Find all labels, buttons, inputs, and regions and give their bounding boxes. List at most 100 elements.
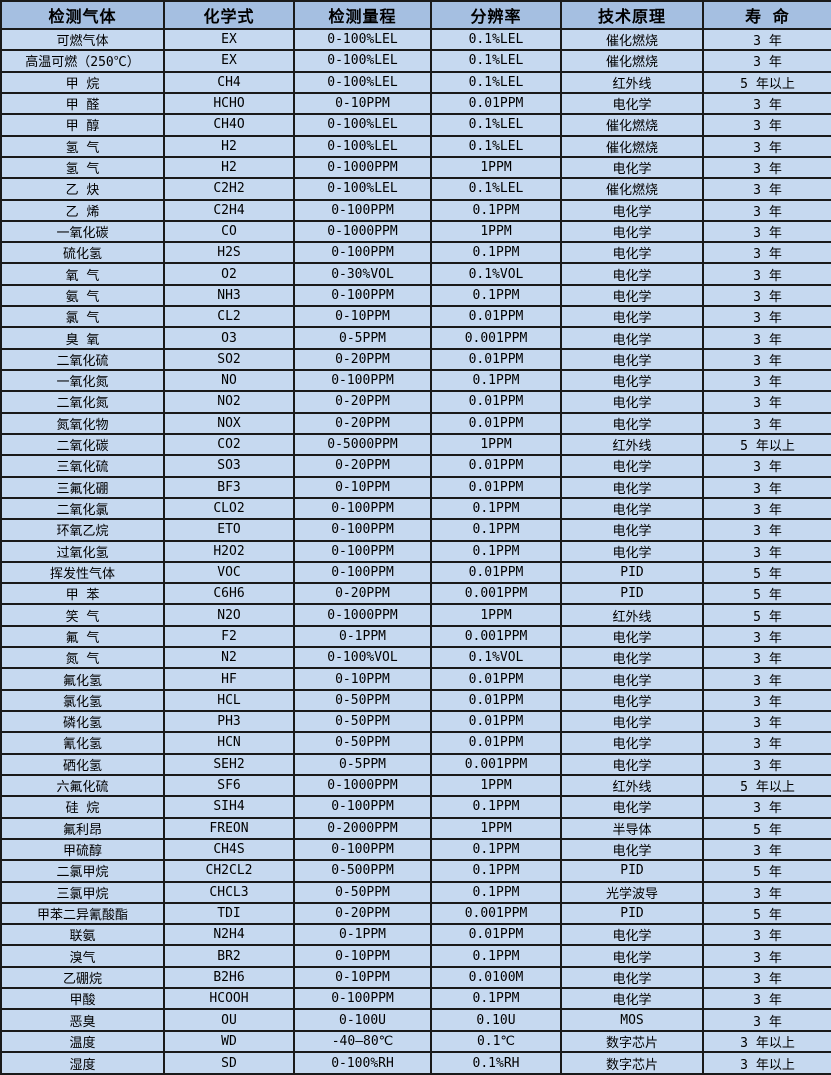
table-row: 氮 气 N2 0-100%VOL 0.1%VOL 电化学 3 年 (0, 646, 831, 670)
cell-range: 0-1000PPM (293, 219, 432, 244)
cell-gas: 硅 烷 (0, 795, 165, 819)
cell-principle: 电化学 (560, 91, 704, 116)
cell-range: 0-5000PPM (293, 432, 432, 457)
table-row: 环氧乙烷 ETO 0-100PPM 0.1PPM 电化学 3 年 (0, 518, 831, 542)
cell-range: 0-500PPM (293, 859, 432, 883)
cell-resolution: 0.001PPM (430, 326, 562, 350)
cell-resolution: 0.01PPM (430, 347, 562, 372)
cell-principle: 电化学 (560, 709, 704, 734)
cell-resolution: 0.01PPM (430, 390, 562, 414)
cell-life: 5 年 (702, 582, 831, 606)
cell-formula: F2 (163, 624, 295, 649)
cell-formula: CH4O (163, 113, 295, 137)
cell-gas: 甲苯二异氰酸酯 (0, 901, 165, 926)
table-row: 一氧化氮 NO 0-100PPM 0.1PPM 电化学 3 年 (0, 368, 831, 393)
table-row: 二氯甲烷 CH2CL2 0-500PPM 0.1PPM PID 5 年 (0, 859, 831, 883)
table-row: 三氧化硫 SO3 0-20PPM 0.01PPM 电化学 3 年 (0, 454, 831, 478)
cell-principle: 电化学 (560, 262, 704, 286)
cell-range: 0-100U (293, 1008, 432, 1032)
cell-life: 3 年以上 (702, 1051, 831, 1075)
cell-resolution: 0.1PPM (430, 496, 562, 521)
cell-gas: 甲 苯 (0, 582, 165, 606)
table-row: 高温可燃（250℃） EX 0-100%LEL 0.1%LEL 催化燃烧 3 年 (0, 49, 831, 73)
cell-life: 5 年以上 (702, 70, 831, 94)
cell-life: 3 年 (702, 91, 831, 116)
table-row: 氰化氢 HCN 0-50PPM 0.01PPM 电化学 3 年 (0, 731, 831, 755)
table-row: 恶臭 OU 0-100U 0.10U MOS 3 年 (0, 1008, 831, 1032)
cell-formula: HF (163, 667, 295, 691)
cell-range: 0-50PPM (293, 709, 432, 734)
cell-formula: CH4 (163, 70, 295, 94)
table-row: 可燃气体 EX 0-100%LEL 0.1%LEL 催化燃烧 3 年 (0, 27, 831, 52)
cell-resolution: 0.01PPM (430, 688, 562, 713)
cell-range: 0-5PPM (293, 752, 432, 776)
cell-range: 0-100PPM (293, 987, 432, 1011)
cell-life: 3 年 (702, 241, 831, 265)
cell-formula: VOC (163, 560, 295, 585)
cell-life: 3 年 (702, 646, 831, 670)
cell-principle: 电化学 (560, 454, 704, 478)
table-row: 乙 烯 C2H4 0-100PPM 0.1PPM 电化学 3 年 (0, 198, 831, 222)
cell-gas: 一氧化碳 (0, 219, 165, 244)
table-row: 氯化氢 HCL 0-50PPM 0.01PPM 电化学 3 年 (0, 688, 831, 713)
table-row: 联氨 N2H4 0-1PPM 0.01PPM 电化学 3 年 (0, 923, 831, 947)
table-row: 氢 气 H2 0-1000PPM 1PPM 电化学 3 年 (0, 155, 831, 180)
cell-gas: 二氯甲烷 (0, 859, 165, 883)
cell-resolution: 0.1PPM (430, 241, 562, 265)
cell-life: 3 年 (702, 368, 831, 393)
cell-range: 0-100%LEL (293, 70, 432, 94)
cell-formula: SO2 (163, 347, 295, 372)
cell-gas: 甲 醇 (0, 113, 165, 137)
cell-principle: 电化学 (560, 987, 704, 1011)
cell-resolution: 0.1%LEL (430, 27, 562, 52)
cell-resolution: 0.1PPM (430, 987, 562, 1011)
cell-range: 0-100%LEL (293, 49, 432, 73)
cell-formula: O2 (163, 262, 295, 286)
cell-formula: NO (163, 368, 295, 393)
cell-life: 3 年 (702, 113, 831, 137)
table-row: 温度 WD -40—80℃ 0.1℃ 数字芯片 3 年以上 (0, 1029, 831, 1054)
cell-range: 0-1PPM (293, 923, 432, 947)
cell-principle: 电化学 (560, 624, 704, 649)
cell-range: 0-1000PPM (293, 773, 432, 798)
cell-life: 3 年 (702, 923, 831, 947)
cell-formula: CH4S (163, 837, 295, 862)
cell-formula: SD (163, 1051, 295, 1075)
cell-principle: 电化学 (560, 198, 704, 222)
table-row: 三氟化硼 BF3 0-10PPM 0.01PPM 电化学 3 年 (0, 475, 831, 499)
cell-principle: 催化燃烧 (560, 134, 704, 158)
cell-range: 0-100PPM (293, 198, 432, 222)
cell-gas: 笑 气 (0, 603, 165, 627)
cell-range: 0-100PPM (293, 518, 432, 542)
cell-range: 0-10PPM (293, 944, 432, 968)
cell-formula: SIH4 (163, 795, 295, 819)
cell-formula: C6H6 (163, 582, 295, 606)
table-row: 溴气 BR2 0-10PPM 0.1PPM 电化学 3 年 (0, 944, 831, 968)
cell-range: 0-5PPM (293, 326, 432, 350)
cell-life: 5 年 (702, 859, 831, 883)
cell-life: 5 年 (702, 560, 831, 585)
cell-principle: 电化学 (560, 411, 704, 435)
cell-gas: 氮氧化物 (0, 411, 165, 435)
cell-resolution: 0.1PPM (430, 859, 562, 883)
table-row: 湿度 SD 0-100%RH 0.1%RH 数字芯片 3 年以上 (0, 1051, 831, 1075)
cell-life: 5 年 (702, 901, 831, 926)
cell-resolution: 1PPM (430, 219, 562, 244)
cell-gas: 甲酸 (0, 987, 165, 1011)
cell-life: 3 年 (702, 49, 831, 73)
cell-gas: 氯 气 (0, 305, 165, 329)
table-row: 硒化氢 SEH2 0-5PPM 0.001PPM 电化学 3 年 (0, 752, 831, 776)
cell-resolution: 1PPM (430, 155, 562, 180)
cell-principle: 电化学 (560, 731, 704, 755)
cell-resolution: 0.1PPM (430, 518, 562, 542)
cell-life: 3 年 (702, 454, 831, 478)
cell-formula: B2H6 (163, 965, 295, 990)
cell-range: 0-100%LEL (293, 134, 432, 158)
cell-formula: HCN (163, 731, 295, 755)
cell-life: 3 年 (702, 155, 831, 180)
cell-principle: 电化学 (560, 688, 704, 713)
cell-principle: PID (560, 901, 704, 926)
cell-range: 0-10PPM (293, 965, 432, 990)
cell-resolution: 0.1%VOL (430, 262, 562, 286)
